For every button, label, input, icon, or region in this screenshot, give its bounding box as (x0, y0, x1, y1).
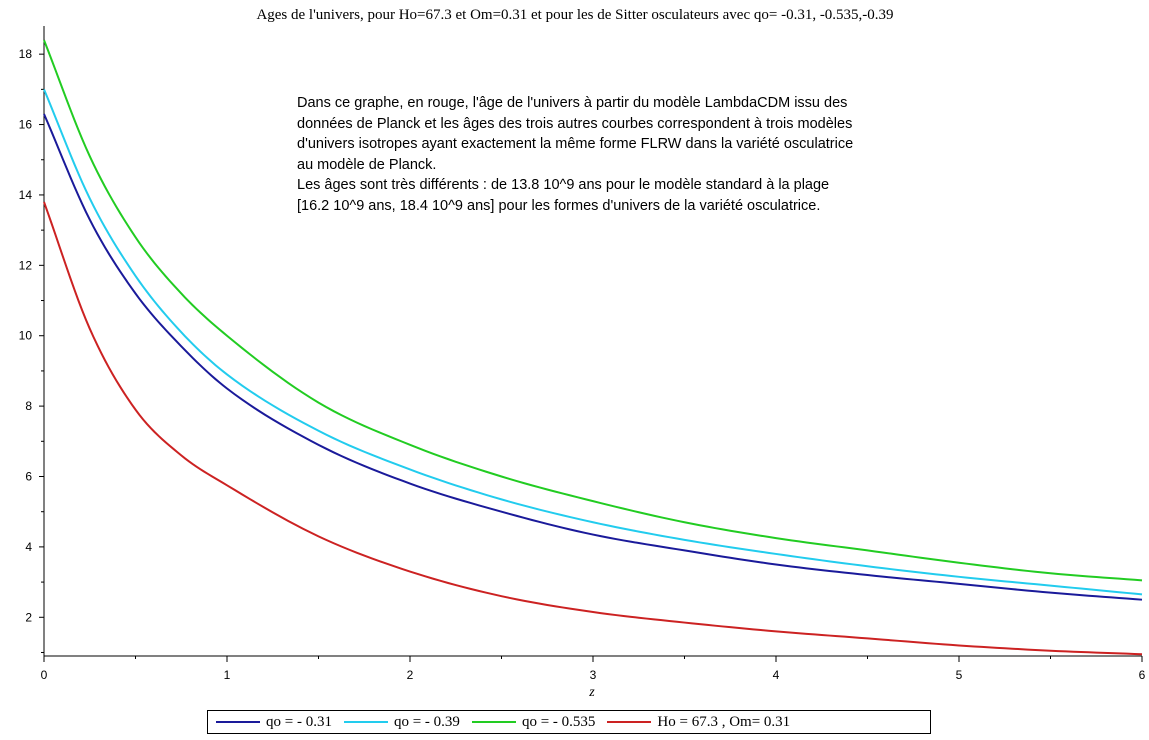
x-tick-label: 6 (1139, 668, 1146, 682)
x-tick-label: 1 (224, 668, 231, 682)
x-tick-label: 0 (41, 668, 48, 682)
legend-item: qo = - 0.39 (343, 713, 460, 731)
y-tick-label: 18 (19, 47, 33, 61)
y-tick-label: 10 (19, 329, 33, 343)
annotation-line: d'univers isotropes ayant exactement la … (297, 136, 854, 153)
annotation-line: au modèle de Planck. (297, 156, 437, 173)
annotation-line: données de Planck et les âges des trois … (297, 115, 853, 132)
legend-label: qo = - 0.31 (266, 713, 332, 730)
x-tick-label: 5 (956, 668, 963, 682)
x-tick-label: 2 (407, 668, 414, 682)
y-tick-label: 16 (19, 118, 33, 132)
series-line (43, 39, 1143, 582)
y-tick-label: 8 (25, 399, 32, 413)
y-tick-label: 2 (25, 610, 32, 624)
y-tick-label: 6 (25, 470, 32, 484)
series-group (43, 39, 1143, 656)
x-axis-title: z (588, 685, 595, 700)
y-tick-label: 4 (25, 540, 32, 554)
legend-item: Ho = 67.3 , Om= 0.31 (607, 714, 790, 731)
legend-swatch (216, 721, 260, 723)
legend: qo = - 0.31 qo = - 0.39 qo = - 0.535 Ho … (207, 710, 931, 734)
annotation-line: Les âges sont très différents : de 13.8 … (297, 177, 830, 194)
annotation-line: Dans ce graphe, en rouge, l'âge de l'uni… (297, 95, 848, 111)
series-line (43, 113, 1143, 601)
y-tick-label: 14 (19, 188, 33, 202)
annotation-text: Dans ce graphe, en rouge, l'âge de l'uni… (297, 93, 1057, 217)
series-line (43, 201, 1143, 656)
x-tick-label: 3 (590, 668, 597, 682)
x-tick-label: 4 (773, 668, 780, 682)
legend-item: qo = - 0.535 (471, 713, 596, 731)
legend-swatch (343, 721, 388, 723)
annotation-line: [16.2 10^9 ans, 18.4 10^9 ans] pour les … (297, 197, 821, 214)
legend-label: qo = - 0.39 (393, 713, 460, 730)
series-line (43, 88, 1143, 596)
legend-label: qo = - 0.535 (521, 713, 596, 730)
y-tick-label: 12 (19, 258, 33, 272)
legend-swatch (607, 721, 652, 723)
legend-item: qo = - 0.31 (216, 714, 332, 731)
chart-title: Ages de l'univers, pour Ho=67.3 et Om=0.… (256, 7, 893, 23)
legend-label: Ho = 67.3 , Om= 0.31 (657, 713, 791, 730)
legend-swatch (471, 721, 516, 723)
